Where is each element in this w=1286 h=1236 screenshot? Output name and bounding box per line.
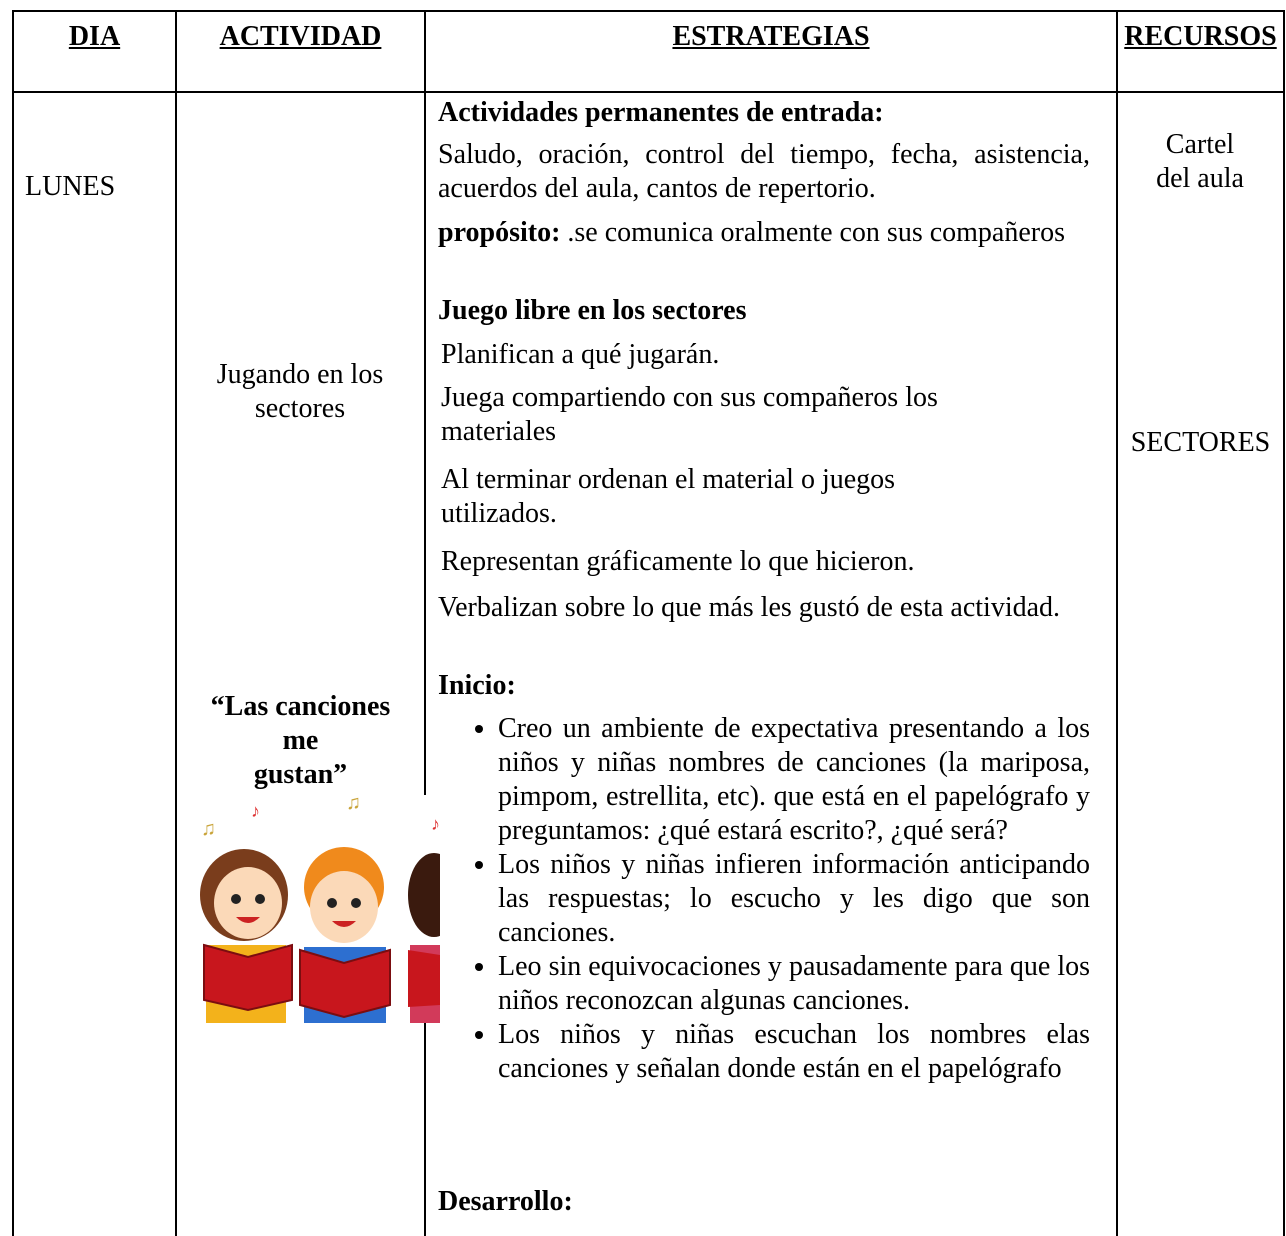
activity-line: gustan” <box>253 759 348 790</box>
rule <box>424 10 426 1236</box>
bullet-item: Creo un ambiente de expectativa presenta… <box>498 712 1090 848</box>
svg-text:♪: ♪ <box>431 814 440 834</box>
section-title: Desarrollo: <box>438 1186 573 1217</box>
svg-text:♪: ♪ <box>251 801 260 821</box>
text: .se comunica oralmente con sus compañero… <box>567 217 1066 248</box>
section-title: Inicio: <box>438 670 516 701</box>
rule <box>175 10 177 1236</box>
resource: Cartel del aula <box>1156 129 1244 194</box>
header-cell: ESTRATEGIAS <box>672 21 870 52</box>
bullet-item: Los niños y niñas infieren información a… <box>498 848 1090 950</box>
rule <box>1283 10 1285 1236</box>
rule <box>12 10 1285 12</box>
svg-text:♫: ♫ <box>201 818 216 840</box>
svg-text:♫: ♫ <box>346 795 361 814</box>
paragraph: Juega compartiendo con sus compañeros lo… <box>441 382 938 447</box>
day: LUNES <box>25 171 116 202</box>
activity: Jugando en los sectores <box>216 359 384 424</box>
paragraph: Al terminar ordenan el material o juegos… <box>441 464 896 529</box>
activity-title: “Las canciones me gustan” <box>177 690 424 792</box>
bullet-item: Leo sin equivocaciones y pausadamente pa… <box>498 950 1090 1018</box>
rule <box>12 10 14 1236</box>
illustration: ♫ ♪ ♫ ♪ <box>196 795 440 1023</box>
bullet-list: Creo un ambiente de expectativa presenta… <box>498 712 1090 1086</box>
header-cell: DIA <box>68 21 121 52</box>
paragraph: propósito: .se comunica oralmente con su… <box>438 216 1090 250</box>
activity-line: “Las canciones <box>210 691 391 722</box>
activity-line: me <box>282 725 319 756</box>
header-cell: RECURSOS <box>1124 21 1277 52</box>
paragraph: Saludo, oración, control del tiempo, fec… <box>438 139 1090 204</box>
label: propósito: <box>438 217 561 248</box>
rule <box>12 91 1285 93</box>
resource: SECTORES <box>1130 427 1271 458</box>
bullet-item: Los niños y niñas escuchan los nombres e… <box>498 1018 1090 1086</box>
section-title: Juego libre en los sectores <box>438 295 747 326</box>
section-title: Actividades permanentes de entrada: <box>438 97 884 128</box>
header-cell: ACTIVIDAD <box>219 21 382 52</box>
paragraph: Verbalizan sobre lo que más les gustó de… <box>438 592 1061 623</box>
rule <box>1116 10 1118 1236</box>
paragraph: Planifican a qué jugarán. <box>441 339 720 370</box>
paragraph: Representan gráficamente lo que hicieron… <box>441 546 915 577</box>
